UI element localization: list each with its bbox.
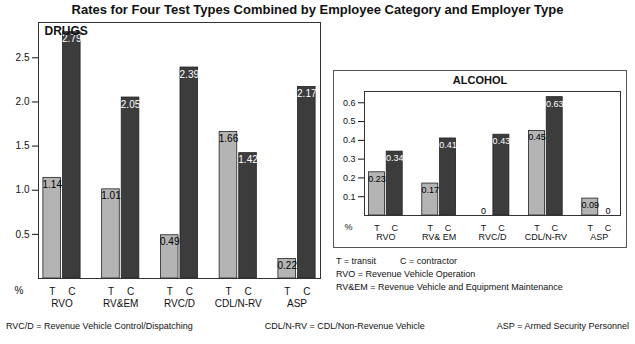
svg-text:2.39: 2.39 — [180, 69, 200, 80]
svg-text:T: T — [225, 286, 231, 297]
svg-text:T: T — [428, 223, 434, 233]
svg-text:RVC/D: RVC/D — [479, 232, 507, 242]
svg-text:0.09: 0.09 — [582, 200, 600, 210]
html-text:Rates for Four Test Types Comb: Rates for Four Test Types Combined by Em… — [71, 2, 564, 17]
svg-text:CDL/N-RV: CDL/N-RV — [525, 232, 567, 242]
svg-text:C: C — [391, 223, 398, 233]
svg-text:%: % — [345, 222, 353, 232]
svg-text:T: T — [588, 223, 594, 233]
svg-text:0.6: 0.6 — [343, 98, 356, 108]
svg-text:2.0: 2.0 — [16, 96, 30, 107]
svg-text:0.23: 0.23 — [368, 174, 386, 184]
svg-text:C: C — [445, 223, 452, 233]
svg-text:T: T — [49, 286, 55, 297]
svg-text:RVO: RVO — [51, 298, 73, 309]
svg-text:1.0: 1.0 — [16, 184, 30, 195]
html-text:C = contractor: C = contractor — [400, 256, 457, 266]
svg-text:2.17: 2.17 — [297, 88, 317, 99]
svg-text:1.5: 1.5 — [16, 140, 30, 151]
svg-text:T: T — [108, 286, 114, 297]
svg-text:0.45: 0.45 — [528, 132, 546, 142]
svg-text:ASP: ASP — [287, 298, 307, 309]
svg-text:2.5: 2.5 — [16, 52, 30, 63]
html-text:CDL/N-RV = CDL/Non-Revenue Veh: CDL/N-RV = CDL/Non-Revenue Vehicle — [264, 321, 425, 331]
svg-text:0.5: 0.5 — [343, 116, 356, 126]
html-text:RV&EM = Revenue Vehicle and Eq: RV&EM = Revenue Vehicle and Equipment Ma… — [336, 282, 563, 292]
svg-text:C: C — [498, 223, 505, 233]
svg-text:2.79: 2.79 — [62, 33, 82, 45]
svg-text:RVC/D: RVC/D — [164, 298, 195, 309]
svg-text:C: C — [551, 223, 558, 233]
svg-text:2.05: 2.05 — [121, 99, 141, 110]
svg-text:C: C — [303, 286, 310, 297]
svg-text:0.3: 0.3 — [343, 154, 356, 164]
html-text:T = transit: T = transit — [336, 256, 377, 266]
svg-text:0.43: 0.43 — [493, 136, 511, 146]
svg-text:0: 0 — [481, 206, 486, 216]
svg-text:RV& EM: RV& EM — [422, 232, 456, 242]
svg-text:0: 0 — [606, 206, 611, 216]
svg-text:1.14: 1.14 — [42, 179, 62, 190]
svg-text:T: T — [481, 223, 487, 233]
svg-text:T: T — [534, 223, 540, 233]
svg-text:T: T — [374, 223, 380, 233]
svg-text:0.34: 0.34 — [386, 153, 404, 163]
svg-text:RV&EM: RV&EM — [103, 298, 138, 309]
svg-text:1.01: 1.01 — [101, 190, 121, 201]
svg-text:C: C — [127, 286, 134, 297]
svg-text:DRUGS: DRUGS — [45, 24, 88, 38]
svg-text:0.63: 0.63 — [546, 99, 564, 109]
svg-text:RVO: RVO — [376, 232, 395, 242]
svg-text:C: C — [68, 286, 75, 297]
svg-text:0.41: 0.41 — [439, 140, 457, 150]
svg-text:1.66: 1.66 — [219, 133, 239, 144]
svg-text:C: C — [605, 223, 612, 233]
svg-text:0.22: 0.22 — [277, 260, 297, 271]
svg-text:1.42: 1.42 — [238, 154, 258, 165]
svg-text:0.2: 0.2 — [343, 173, 356, 183]
svg-text:0.17: 0.17 — [422, 185, 440, 195]
svg-text:T: T — [284, 286, 290, 297]
svg-text:ASP: ASP — [590, 232, 608, 242]
html-text:ALCOHOL: ALCOHOL — [452, 74, 508, 86]
svg-text:CDL/N-RV: CDL/N-RV — [215, 298, 262, 309]
svg-text:0.49: 0.49 — [160, 236, 180, 247]
html-text:RVC/D = Revenue Vehicle Contro: RVC/D = Revenue Vehicle Control/Dispatch… — [6, 321, 193, 331]
html-text:RVO = Revenue Vehicle Operatio: RVO = Revenue Vehicle Operation — [336, 269, 476, 279]
svg-text:0.5: 0.5 — [16, 229, 30, 240]
svg-text:C: C — [244, 286, 251, 297]
svg-text:C: C — [186, 286, 193, 297]
svg-text:%: % — [15, 285, 24, 296]
svg-text:T: T — [167, 286, 173, 297]
svg-text:0.4: 0.4 — [343, 135, 356, 145]
html-text:ASP = Armed Security Personnel: ASP = Armed Security Personnel — [496, 321, 629, 331]
svg-text:0.1: 0.1 — [343, 192, 356, 202]
